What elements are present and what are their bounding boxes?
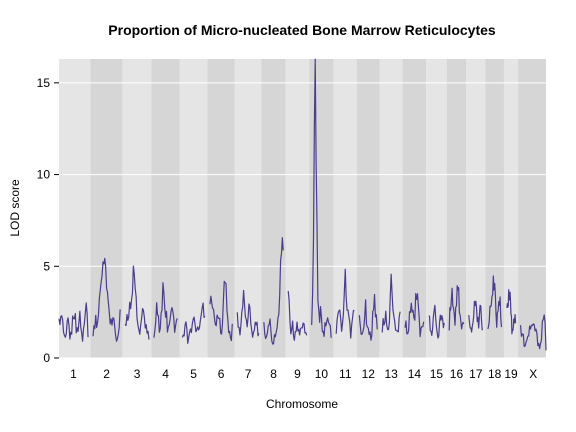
lod-curve-chr-7 <box>236 289 260 338</box>
grid-lines <box>59 82 546 359</box>
lod-curve-chr-1 <box>58 302 89 342</box>
lod-curve-chr-5 <box>181 302 206 344</box>
chromosome-band-14 <box>402 59 427 358</box>
x-tick-label-chr-5: 5 <box>190 367 197 381</box>
y-axis-label: LOD score <box>8 179 22 237</box>
lod-curve-chr-9 <box>287 291 308 341</box>
lod-curve-chr-8 <box>263 237 284 345</box>
x-tick-label-chr-13: 13 <box>384 367 398 381</box>
lod-curves <box>58 58 547 351</box>
lod-curve-chr-10 <box>311 58 332 338</box>
x-tick-label-chr-4: 4 <box>162 367 169 381</box>
x-axis: 1 2 3 4 5 6 7 8 9 10 11 12 13 14 15 16 17 18 19 X <box>70 367 537 381</box>
x-tick-label-chr-16: 16 <box>450 367 464 381</box>
chromosome-band-12 <box>356 59 380 358</box>
x-tick-label-chr-15: 15 <box>430 367 444 381</box>
x-tick-label-chr-X: X <box>529 367 537 381</box>
chromosome-band-13 <box>379 59 403 358</box>
y-tick-label-10: 10 <box>37 168 51 182</box>
x-tick-label-chr-12: 12 <box>362 367 376 381</box>
x-tick-label-chr-11: 11 <box>339 367 352 381</box>
y-tick-label-0: 0 <box>43 351 50 365</box>
x-tick-label-chr-10: 10 <box>315 367 329 381</box>
x-tick-label-chr-17: 17 <box>469 367 483 381</box>
lod-curve-chr-15 <box>428 304 445 339</box>
x-tick-label-chr-7: 7 <box>245 367 252 381</box>
chromosome-band-2 <box>90 59 123 358</box>
x-tick-label-chr-18: 18 <box>488 367 502 381</box>
lod-curve-chr-11 <box>335 268 355 339</box>
chromosome-band-17 <box>466 59 486 358</box>
chromosome-bands <box>59 59 546 358</box>
chromosome-band-15 <box>426 59 447 358</box>
chromosome-band-6 <box>207 59 235 358</box>
x-tick-label-chr-19: 19 <box>504 367 518 381</box>
lod-curve-chr-4 <box>153 282 178 338</box>
lod-curve-chr-X <box>519 314 547 351</box>
lod-curve-chr-3 <box>124 265 150 340</box>
chromosome-band-8 <box>261 59 286 358</box>
lod-curve-chr-14 <box>404 293 425 338</box>
chromosome-band-19 <box>503 59 519 358</box>
chart-title: Proportion of Micro-nucleated Bone Marro… <box>108 22 496 38</box>
lod-curve-chr-12 <box>358 293 378 341</box>
x-tick-label-chr-6: 6 <box>218 367 225 381</box>
lod-curve-chr-18 <box>487 275 503 330</box>
chromosome-band-9 <box>285 59 310 358</box>
x-tick-label-chr-9: 9 <box>294 367 301 381</box>
chromosome-band-X <box>518 59 546 358</box>
x-tick-label-chr-3: 3 <box>134 367 141 381</box>
chromosome-band-18 <box>485 59 504 358</box>
x-tick-label-chr-8: 8 <box>270 367 277 381</box>
lod-curve-chr-19 <box>506 289 517 335</box>
x-axis-label: Chromosome <box>266 397 338 411</box>
lod-curve-chr-2 <box>92 257 121 342</box>
lod-curve-chr-6 <box>209 280 233 342</box>
y-tick-label-15: 15 <box>37 76 51 90</box>
x-tick-label-chr-14: 14 <box>408 367 422 381</box>
y-tick-label-5: 5 <box>43 259 50 273</box>
lod-curve-chr-16 <box>448 285 465 331</box>
chromosome-band-16 <box>446 59 467 358</box>
y-axis: 0 5 10 15 <box>37 76 59 365</box>
x-tick-label-chr-2: 2 <box>103 367 110 381</box>
lod-curve-chr-13 <box>381 273 401 333</box>
chromosome-band-11 <box>333 59 357 358</box>
x-tick-label-chr-1: 1 <box>70 367 77 381</box>
chromosome-band-5 <box>179 59 208 358</box>
chromosome-band-7 <box>234 59 262 358</box>
lod-curve-chr-17 <box>468 300 483 333</box>
